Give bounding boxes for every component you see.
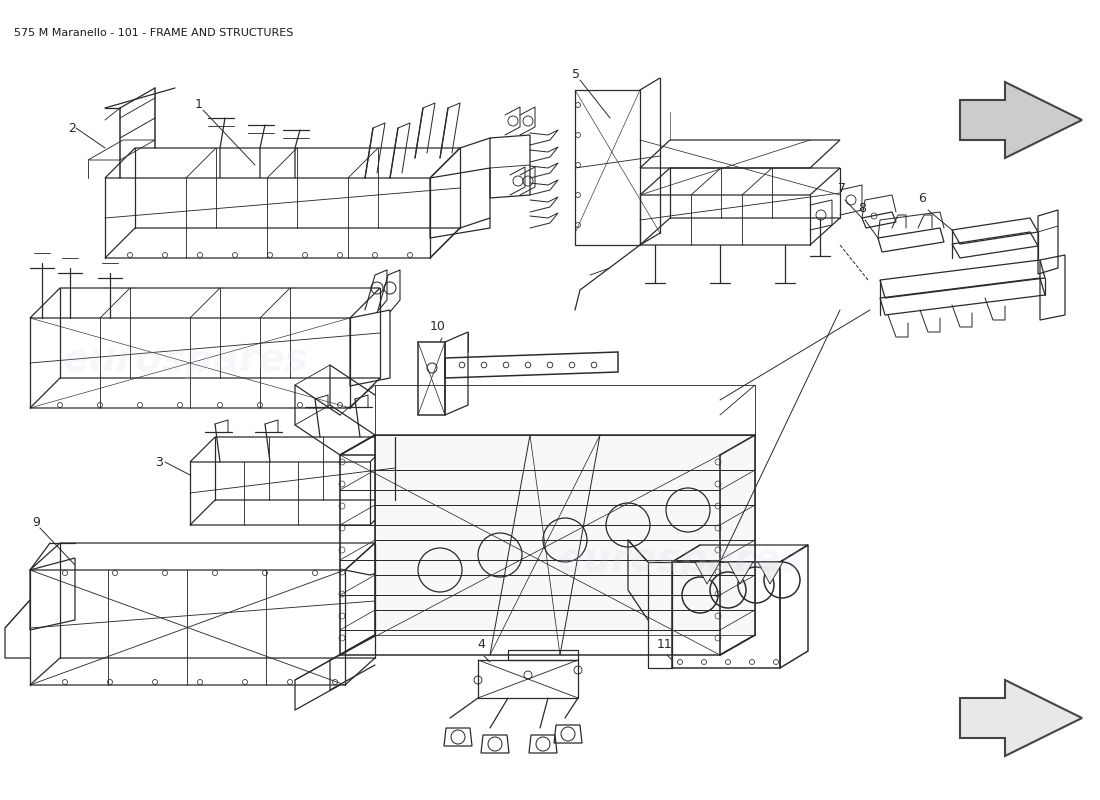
Polygon shape <box>375 435 755 635</box>
Text: 7: 7 <box>838 182 846 195</box>
Polygon shape <box>758 562 783 584</box>
Text: 8: 8 <box>858 202 866 215</box>
Text: 2: 2 <box>68 122 76 134</box>
Text: eurospares: eurospares <box>557 541 803 579</box>
Text: 4: 4 <box>477 638 485 651</box>
Text: 9: 9 <box>32 515 40 529</box>
Polygon shape <box>960 680 1082 756</box>
Polygon shape <box>728 562 754 584</box>
Polygon shape <box>695 562 721 584</box>
Text: 5: 5 <box>572 69 580 82</box>
Text: 1: 1 <box>195 98 202 111</box>
Text: eurospares: eurospares <box>62 341 308 379</box>
Text: 6: 6 <box>918 192 926 205</box>
Text: 575 M Maranello - 101 - FRAME AND STRUCTURES: 575 M Maranello - 101 - FRAME AND STRUCT… <box>14 28 294 38</box>
Text: 3: 3 <box>155 455 163 469</box>
Text: 10: 10 <box>430 320 446 333</box>
Polygon shape <box>960 82 1082 158</box>
Text: 11: 11 <box>657 638 673 651</box>
